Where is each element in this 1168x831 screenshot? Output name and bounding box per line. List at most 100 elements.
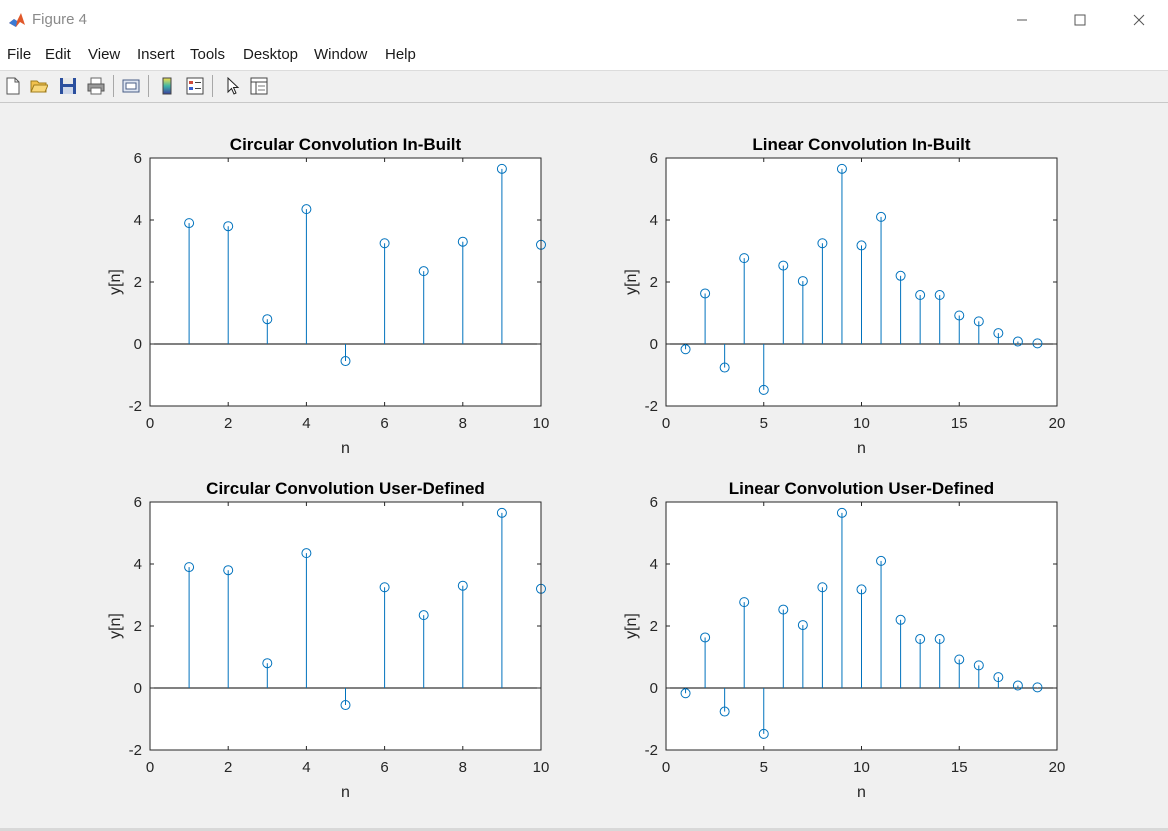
y-tick-label: 4 bbox=[650, 556, 658, 573]
menu-desktop[interactable]: Desktop bbox=[243, 46, 299, 63]
stem-marker bbox=[739, 597, 750, 608]
x-tick-label: 10 bbox=[533, 415, 550, 432]
stem-marker bbox=[915, 634, 926, 645]
title-bar[interactable]: Figure 4 bbox=[0, 0, 1168, 40]
y-tick-label: 4 bbox=[134, 556, 142, 573]
stem-marker bbox=[223, 565, 234, 576]
print-icon bbox=[87, 77, 105, 95]
menu-edit[interactable]: Edit bbox=[45, 46, 71, 63]
figure-toolbar bbox=[0, 71, 1168, 103]
stem-marker bbox=[797, 620, 808, 631]
stem-marker bbox=[915, 290, 926, 301]
x-axis-label: n bbox=[341, 784, 350, 801]
window-bottom-edge bbox=[0, 828, 1168, 831]
print-button[interactable] bbox=[85, 75, 107, 97]
plot-title: Linear Convolution In-Built bbox=[752, 135, 970, 154]
x-tick-label: 5 bbox=[760, 415, 768, 432]
x-tick-label: 2 bbox=[224, 759, 232, 776]
y-tick-label: 2 bbox=[650, 274, 658, 291]
y-tick-label: 6 bbox=[650, 150, 658, 167]
x-tick-label: 8 bbox=[459, 415, 467, 432]
y-tick-label: 2 bbox=[650, 618, 658, 635]
stem-marker bbox=[817, 238, 828, 249]
minimize-button[interactable] bbox=[993, 0, 1051, 40]
stem-marker bbox=[856, 240, 867, 251]
pointer-button[interactable] bbox=[222, 75, 244, 97]
axes-background bbox=[150, 158, 541, 406]
stem-marker bbox=[223, 221, 234, 232]
maximize-button[interactable] bbox=[1051, 0, 1109, 40]
menu-help[interactable]: Help bbox=[385, 46, 416, 63]
stem-marker bbox=[496, 163, 507, 174]
legend-button[interactable] bbox=[184, 75, 206, 97]
new-figure-button[interactable] bbox=[2, 75, 24, 97]
y-tick-label: 0 bbox=[650, 336, 658, 353]
stem-marker bbox=[1012, 336, 1023, 347]
x-tick-label: 10 bbox=[853, 415, 870, 432]
menu-window[interactable]: Window bbox=[314, 46, 368, 63]
stem-marker bbox=[418, 266, 429, 277]
y-tick-label: 6 bbox=[134, 150, 142, 167]
stem-marker bbox=[700, 288, 711, 299]
x-tick-label: 20 bbox=[1049, 415, 1066, 432]
toolbar-separator bbox=[148, 75, 149, 97]
figure-canvas[interactable]: 0 2 4 6 8 10 -2 0 2 4 6 Circular Convolution In-Bui… bbox=[0, 103, 1168, 828]
stem-marker bbox=[797, 276, 808, 287]
colorbar-icon bbox=[162, 77, 172, 95]
stem-marker bbox=[876, 555, 887, 566]
y-tick-label: 4 bbox=[650, 212, 658, 229]
stem-marker bbox=[817, 582, 828, 593]
y-tick-label: 0 bbox=[650, 680, 658, 697]
menu-view[interactable]: View bbox=[88, 46, 121, 63]
menu-file[interactable]: File bbox=[7, 46, 32, 63]
y-tick-label: 6 bbox=[650, 494, 658, 511]
colorbar-button[interactable] bbox=[156, 75, 178, 97]
menu-bar: File Edit View Insert Tools Desktop Wind… bbox=[0, 40, 1168, 101]
property-inspector-button[interactable] bbox=[248, 75, 270, 97]
y-tick-label: 4 bbox=[134, 212, 142, 229]
stem-marker bbox=[973, 660, 984, 671]
stem-marker bbox=[895, 270, 906, 281]
y-axis-label: y[n] bbox=[107, 269, 124, 295]
stem-marker bbox=[379, 238, 390, 249]
x-tick-label: 6 bbox=[380, 415, 388, 432]
plot-title: Circular Convolution User-Defined bbox=[206, 479, 485, 498]
window-title: Figure 4 bbox=[32, 11, 88, 28]
open-file-button[interactable] bbox=[28, 75, 50, 97]
stem-marker bbox=[758, 728, 769, 739]
plot-title: Circular Convolution In-Built bbox=[230, 135, 462, 154]
menu-tools[interactable]: Tools bbox=[190, 46, 226, 63]
y-tick-label: 6 bbox=[134, 494, 142, 511]
new-figure-icon bbox=[6, 77, 20, 95]
link-plot-button[interactable] bbox=[120, 75, 142, 97]
menu-insert[interactable]: Insert bbox=[137, 46, 175, 63]
close-button[interactable] bbox=[1110, 0, 1168, 40]
y-tick-label: -2 bbox=[645, 398, 658, 415]
x-tick-label: 0 bbox=[146, 415, 154, 432]
x-axis-label: n bbox=[341, 440, 350, 457]
stem-marker bbox=[778, 604, 789, 615]
stem-marker bbox=[954, 654, 965, 665]
stem-marker bbox=[1032, 682, 1043, 693]
stem-marker bbox=[895, 614, 906, 625]
x-tick-label: 10 bbox=[853, 759, 870, 776]
stem-marker bbox=[934, 634, 945, 645]
x-tick-label: 6 bbox=[380, 759, 388, 776]
legend-icon bbox=[186, 77, 204, 95]
stem-marker bbox=[496, 507, 507, 518]
stem-marker bbox=[457, 236, 468, 247]
link-plot-icon bbox=[122, 79, 140, 93]
stem-marker bbox=[301, 548, 312, 559]
axes-background bbox=[150, 502, 541, 750]
stem-marker bbox=[739, 253, 750, 264]
close-icon bbox=[1133, 14, 1145, 26]
stem-marker bbox=[418, 610, 429, 621]
y-axis-label: y[n] bbox=[623, 269, 640, 295]
y-tick-label: 2 bbox=[134, 618, 142, 635]
stem-marker bbox=[184, 218, 195, 229]
save-button[interactable] bbox=[57, 75, 79, 97]
